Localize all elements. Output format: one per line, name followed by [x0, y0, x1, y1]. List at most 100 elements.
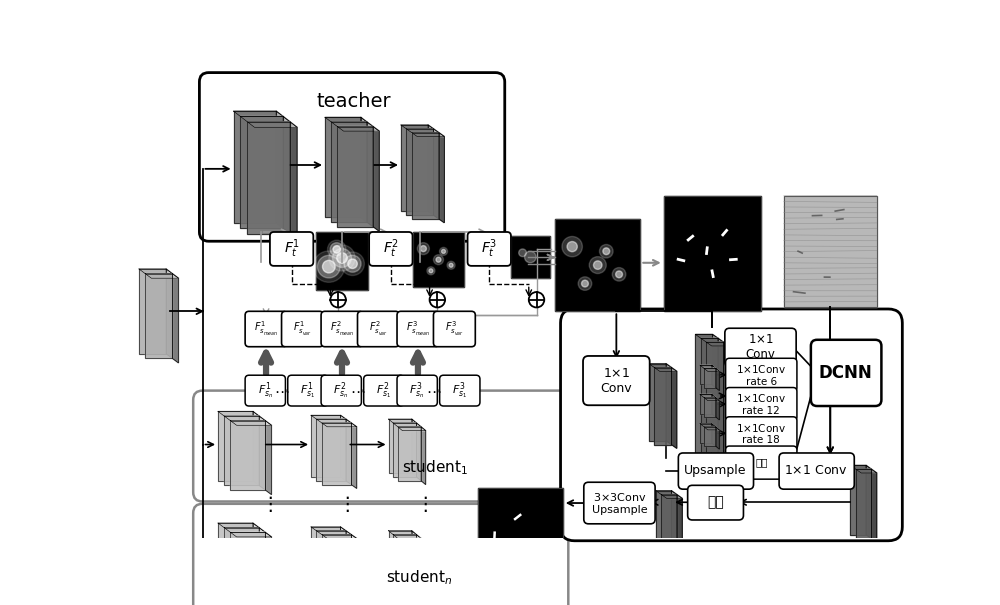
FancyBboxPatch shape	[726, 388, 797, 420]
Polygon shape	[172, 273, 178, 363]
Polygon shape	[700, 424, 716, 427]
Polygon shape	[139, 269, 172, 273]
Polygon shape	[866, 465, 871, 538]
Bar	[700, 424, 712, 443]
Bar	[393, 423, 416, 477]
Polygon shape	[218, 523, 259, 528]
Bar	[393, 423, 416, 477]
Polygon shape	[704, 456, 719, 459]
Circle shape	[439, 247, 448, 255]
Polygon shape	[718, 338, 723, 469]
Bar	[704, 427, 716, 446]
Polygon shape	[322, 423, 357, 427]
Bar	[230, 532, 265, 601]
Polygon shape	[253, 411, 259, 485]
Circle shape	[449, 263, 453, 267]
Polygon shape	[265, 420, 271, 494]
Polygon shape	[340, 527, 346, 592]
Text: $F_{s_1}^3$: $F_{s_1}^3$	[452, 380, 467, 401]
Bar	[139, 269, 166, 354]
Circle shape	[599, 244, 613, 258]
Text: 拼接: 拼接	[707, 495, 724, 509]
Text: $F_{s_n}^3$: $F_{s_n}^3$	[409, 380, 425, 401]
Bar	[322, 535, 351, 596]
Circle shape	[330, 243, 343, 256]
Text: 1$\times$1Conv
rate 12: 1$\times$1Conv rate 12	[736, 392, 786, 416]
Polygon shape	[700, 365, 716, 368]
Circle shape	[333, 246, 340, 253]
Text: $F_{s_n}^1$: $F_{s_n}^1$	[258, 380, 273, 401]
FancyBboxPatch shape	[397, 312, 439, 347]
Polygon shape	[412, 132, 444, 137]
Text: $F_t^2$: $F_t^2$	[383, 238, 399, 260]
Bar	[700, 365, 712, 384]
Text: $F_{s_{mean}}^1$: $F_{s_{mean}}^1$	[254, 320, 278, 338]
Text: 1$\times$1Conv
rate 18: 1$\times$1Conv rate 18	[736, 422, 786, 445]
Bar	[700, 394, 712, 414]
Bar	[388, 419, 412, 473]
Bar	[784, 196, 877, 307]
Circle shape	[348, 259, 357, 269]
Bar	[413, 232, 464, 287]
Bar	[322, 535, 351, 596]
Polygon shape	[654, 367, 677, 371]
Bar	[478, 488, 563, 577]
Bar	[704, 368, 716, 388]
Text: $F_{s_{var}}^2$: $F_{s_{var}}^2$	[369, 320, 388, 338]
Polygon shape	[367, 122, 373, 227]
Bar	[850, 465, 866, 535]
Bar	[700, 453, 712, 473]
Polygon shape	[704, 368, 719, 371]
Bar	[856, 469, 871, 538]
Polygon shape	[695, 335, 718, 338]
Bar	[704, 427, 716, 446]
Polygon shape	[706, 342, 729, 346]
Polygon shape	[716, 456, 719, 479]
Bar	[316, 531, 346, 592]
Bar	[664, 196, 761, 312]
FancyBboxPatch shape	[358, 312, 399, 347]
Circle shape	[313, 251, 345, 283]
Bar	[247, 122, 290, 234]
Circle shape	[578, 277, 592, 290]
Polygon shape	[871, 469, 877, 542]
Polygon shape	[230, 532, 271, 537]
Polygon shape	[230, 420, 271, 425]
Polygon shape	[340, 415, 346, 481]
Circle shape	[589, 257, 606, 273]
Text: $F_{s_1}^1$: $F_{s_1}^1$	[300, 380, 316, 401]
FancyBboxPatch shape	[440, 375, 480, 406]
Circle shape	[567, 241, 577, 252]
Polygon shape	[373, 126, 379, 231]
Bar	[704, 456, 716, 476]
Bar	[555, 219, 640, 312]
Circle shape	[447, 261, 455, 269]
Bar	[398, 427, 421, 481]
Polygon shape	[224, 528, 265, 532]
Polygon shape	[145, 273, 178, 278]
Polygon shape	[393, 423, 421, 427]
Polygon shape	[723, 342, 729, 473]
Bar	[695, 335, 712, 462]
Bar	[706, 342, 723, 469]
FancyBboxPatch shape	[321, 312, 363, 347]
Circle shape	[525, 251, 536, 263]
Bar	[856, 469, 871, 538]
Bar	[700, 365, 712, 384]
FancyBboxPatch shape	[364, 375, 404, 406]
FancyBboxPatch shape	[245, 312, 287, 347]
Bar	[331, 122, 367, 222]
Circle shape	[417, 243, 429, 255]
Bar	[230, 532, 265, 601]
Circle shape	[323, 260, 335, 273]
Polygon shape	[322, 535, 357, 538]
FancyBboxPatch shape	[811, 340, 881, 406]
FancyBboxPatch shape	[688, 485, 743, 520]
Bar	[555, 219, 640, 312]
Bar	[218, 523, 253, 592]
Polygon shape	[704, 427, 719, 430]
Polygon shape	[224, 416, 265, 420]
Text: 1$\times$1
Conv: 1$\times$1 Conv	[746, 333, 775, 362]
Bar	[406, 129, 433, 215]
Circle shape	[616, 271, 622, 278]
